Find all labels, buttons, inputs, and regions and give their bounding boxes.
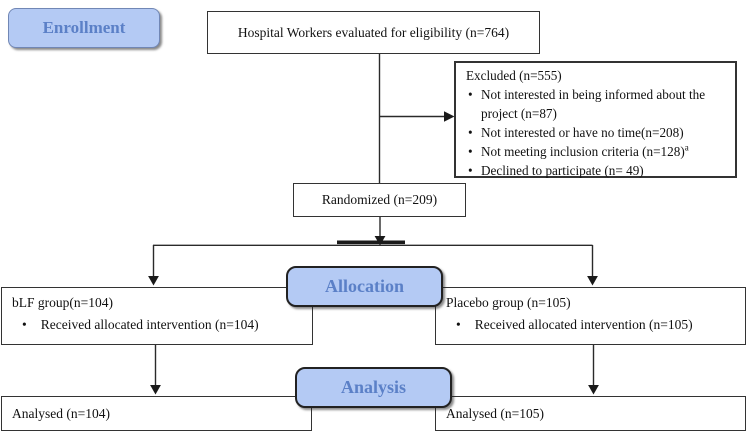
eligibility-box: Hospital Workers evaluated for eligibili… [207, 11, 540, 54]
arrow-right-group-to-analysed [588, 345, 599, 395]
bullet-icon: • [22, 317, 27, 332]
excluded-item: Declined to participate (n= 49) [466, 161, 729, 180]
analysed-left-box: Analysed (n=104) [1, 396, 312, 431]
blf-group-bullet-text: Received allocated intervention (n=104) [40, 317, 259, 332]
placebo-group-bullet-row: • Received allocated intervention (n=105… [456, 317, 745, 333]
excluded-item: Not interested in being informed about t… [466, 85, 729, 123]
placebo-group-box: Placebo group (n=105) • Received allocat… [435, 287, 746, 345]
bullet-icon: • [456, 317, 461, 332]
blf-group-box: bLF group(n=104) • Received allocated in… [1, 287, 313, 345]
excluded-box: Excluded (n=555) Not interested in being… [454, 61, 737, 180]
randomized-text: Randomized (n=209) [321, 192, 438, 207]
enrollment-stage-text: Enrollment [42, 18, 126, 37]
allocation-stage-text: Allocation [325, 276, 404, 296]
excluded-item: Not meeting inclusion criteria (n=128)a [466, 142, 729, 161]
placebo-group-title: Placebo group (n=105) [446, 295, 571, 310]
arrow-split-to-right-group [587, 245, 598, 286]
arrowhead-down-icon [148, 276, 159, 286]
analysis-stage-label: Analysis [295, 367, 452, 408]
footnote-marker: a [684, 142, 689, 153]
arrowhead-down-icon [587, 276, 598, 286]
excluded-item: Not interested or have no time(n=208) [466, 123, 729, 142]
analysis-stage-text: Analysis [340, 377, 407, 397]
arrow-left-group-to-analysed [150, 345, 161, 395]
analysed-left-text: Analysed (n=104) [12, 405, 110, 421]
placebo-group-bullet-text: Received allocated intervention (n=105) [474, 317, 693, 332]
arrow-split-to-left-group [148, 245, 159, 286]
arrowhead-down-icon [150, 385, 161, 395]
blf-group-title: bLF group(n=104) [12, 295, 113, 310]
analysed-right-box: Analysed (n=105) [435, 396, 746, 431]
enrollment-stage-label: Enrollment [8, 8, 160, 48]
arrow-to-excluded [379, 111, 455, 122]
allocation-stage-label: Allocation [286, 266, 443, 307]
randomized-box: Randomized (n=209) [293, 183, 466, 217]
blf-group-bullet-row: • Received allocated intervention (n=104… [22, 317, 312, 333]
analysed-right-text: Analysed (n=105) [446, 405, 544, 421]
arrowhead-down-icon [588, 385, 599, 395]
arrowhead-right-icon [444, 111, 455, 122]
excluded-title: Excluded (n=555) [466, 68, 562, 83]
eligibility-text: Hospital Workers evaluated for eligibili… [237, 24, 510, 40]
junction-bar [337, 240, 405, 245]
excluded-list: Not interested in being informed about t… [466, 85, 729, 180]
